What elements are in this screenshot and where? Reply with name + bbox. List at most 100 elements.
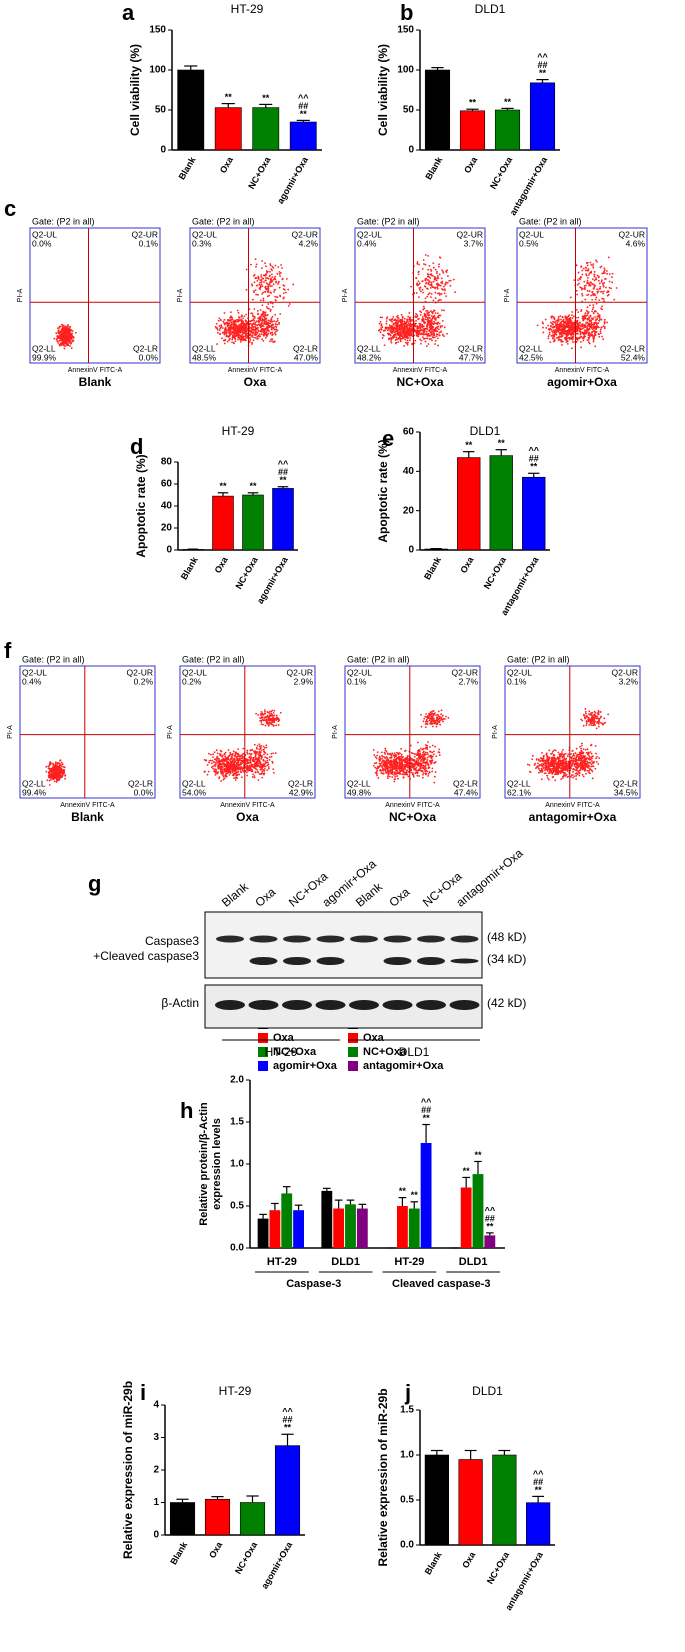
event-dot	[443, 285, 445, 288]
event-dot	[287, 288, 290, 291]
event-dot	[438, 263, 440, 266]
bar	[492, 1454, 517, 1546]
event-dot	[265, 305, 268, 308]
event-dot	[213, 758, 216, 761]
event-dot	[62, 766, 65, 768]
event-dot	[58, 767, 61, 769]
event-dot	[259, 309, 262, 311]
event-dot	[594, 330, 596, 333]
event-dot	[567, 318, 570, 321]
event-dot	[602, 284, 605, 287]
event-dot	[255, 265, 257, 268]
event-dot	[389, 752, 392, 755]
quadrant-value: 0.2%	[182, 676, 202, 686]
event-dot	[245, 313, 248, 316]
event-dot	[435, 279, 438, 282]
event-dot	[421, 324, 423, 327]
event-dot	[386, 769, 389, 772]
event-dot	[427, 334, 430, 337]
event-dot	[217, 771, 220, 774]
event-dot	[49, 763, 52, 766]
event-dot	[265, 744, 268, 747]
event-dot	[413, 329, 416, 332]
event-dot	[583, 335, 586, 338]
event-dot	[583, 285, 586, 287]
event-dot	[268, 756, 271, 758]
event-dot	[439, 325, 442, 327]
event-dot	[378, 328, 381, 331]
quadrant-value: 99.9%	[32, 352, 57, 362]
event-dot	[443, 292, 446, 295]
event-dot	[593, 332, 596, 335]
event-dot	[424, 263, 427, 266]
event-dot	[257, 293, 259, 296]
event-dot	[586, 325, 589, 327]
event-dot	[245, 268, 248, 271]
event-dot	[70, 337, 73, 340]
event-dot	[409, 319, 412, 322]
event-dot	[422, 259, 425, 261]
event-dot	[560, 318, 562, 321]
event-dot	[392, 324, 395, 326]
quadrant-name: Q2-LL	[357, 343, 381, 353]
event-dot	[439, 284, 442, 287]
event-dot	[235, 756, 238, 758]
event-dot	[378, 322, 381, 325]
quadrant-value: 4.2%	[299, 238, 319, 248]
event-dot	[251, 763, 254, 766]
bar	[242, 494, 264, 551]
event-dot	[586, 289, 589, 292]
event-dot	[216, 343, 219, 345]
event-dot	[264, 724, 267, 727]
event-dot	[240, 315, 243, 318]
event-dot	[63, 347, 66, 350]
event-dot	[431, 339, 433, 342]
event-dot	[400, 324, 403, 327]
event-dot	[389, 763, 392, 766]
event-dot	[236, 758, 239, 761]
event-dot	[583, 280, 586, 283]
plot-name: NC+Oxa	[396, 375, 443, 389]
event-dot	[445, 281, 447, 284]
event-dot	[278, 273, 281, 275]
x-tick-label: NC+Oxa	[233, 554, 260, 590]
event-dot	[266, 711, 269, 714]
event-dot	[397, 333, 399, 335]
event-dot	[218, 325, 221, 327]
event-dot	[560, 340, 563, 343]
event-dot	[235, 776, 238, 779]
event-dot	[261, 293, 264, 295]
event-dot	[232, 342, 235, 344]
y-axis-label: Cell viability (%)	[376, 44, 390, 136]
event-dot	[424, 279, 427, 282]
event-dot	[249, 760, 252, 763]
event-dot	[603, 320, 606, 323]
event-dot	[421, 333, 424, 336]
event-dot	[429, 273, 432, 276]
event-dot	[387, 326, 390, 329]
event-dot	[388, 337, 391, 340]
event-dot	[432, 329, 435, 332]
event-dot	[409, 331, 411, 334]
event-dot	[233, 760, 236, 763]
event-dot	[443, 326, 446, 329]
event-dot	[389, 768, 392, 770]
event-dot	[266, 313, 269, 316]
event-dot	[274, 295, 277, 298]
event-dot	[595, 296, 598, 299]
event-dot	[547, 324, 550, 327]
event-dot	[553, 338, 556, 341]
event-dot	[601, 297, 604, 300]
event-dot	[435, 330, 438, 333]
event-dot	[405, 334, 408, 337]
x-tick-label: agomir+Oxa	[255, 554, 290, 605]
event-dot	[449, 284, 452, 287]
event-dot	[608, 280, 611, 283]
event-dot	[600, 279, 603, 282]
event-dot	[421, 319, 424, 322]
quadrant-value: 0.3%	[192, 238, 212, 248]
event-dot	[54, 761, 57, 764]
y-axis-label: PI-A	[177, 288, 184, 302]
x-axis-label: AnnexinV FITC-A	[228, 367, 283, 374]
x-axis-label: AnnexinV FITC-A	[393, 367, 448, 374]
